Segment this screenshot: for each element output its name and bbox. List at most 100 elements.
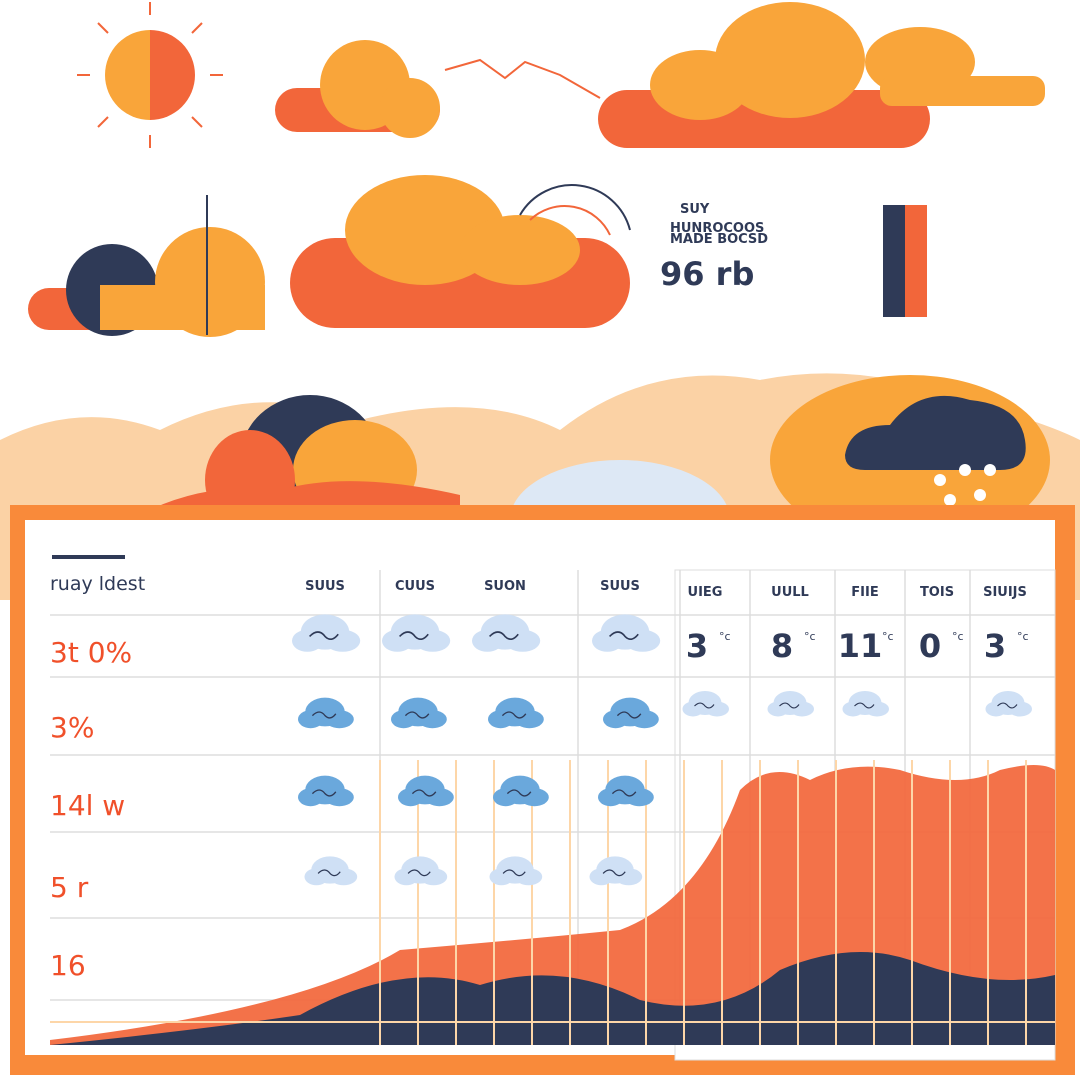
- cloud-part: [304, 868, 329, 886]
- cloud-part: [330, 868, 358, 886]
- cloud-part: [493, 788, 519, 807]
- reading-value: 0: [919, 627, 941, 665]
- column-header: SUON: [484, 579, 526, 594]
- column-header: UIEG: [688, 585, 723, 600]
- reading-value: 3: [686, 627, 708, 665]
- cloud-icon: [398, 775, 454, 807]
- cloud-part: [298, 788, 324, 807]
- cloud-part: [589, 868, 614, 886]
- cloud-icon: [598, 775, 654, 807]
- cloud-part: [292, 629, 323, 652]
- cloud-part: [592, 629, 623, 652]
- row-label: 5 r: [50, 871, 89, 904]
- reading-unit: °c: [1017, 630, 1029, 643]
- reading-value: 3: [984, 627, 1006, 665]
- cloud-part: [515, 868, 543, 886]
- cloud-part: [489, 868, 514, 886]
- header-line: HUNROCOOS: [670, 221, 764, 236]
- cloud-squiggle: [407, 869, 431, 877]
- column-header: UULL: [771, 585, 809, 600]
- table-title: ruay ldest: [50, 573, 145, 595]
- cloud-part: [985, 701, 1007, 717]
- cloud-icon: [292, 614, 361, 652]
- cloud-part: [505, 629, 541, 652]
- column-header: CUUS: [395, 579, 435, 594]
- cloud-squiggle: [602, 869, 626, 877]
- cloud-part: [625, 629, 661, 652]
- cloud-icon: [488, 697, 544, 729]
- cloud-part: [382, 629, 413, 652]
- cloud-squiggle: [399, 631, 429, 641]
- cloud-part: [325, 710, 354, 729]
- column-header: SIUIJS: [983, 585, 1027, 600]
- header-line: MADE BOCSD: [670, 232, 768, 247]
- cloud-part: [842, 701, 864, 717]
- cloud-squiggle: [311, 789, 337, 797]
- reading-unit: °c: [882, 630, 894, 643]
- cloud-part: [398, 788, 424, 807]
- cloud-squiggle: [611, 789, 637, 797]
- reading-unit: °c: [719, 630, 731, 643]
- cloud-part: [615, 868, 643, 886]
- cloud-part: [1008, 701, 1032, 717]
- cloud-part: [420, 868, 448, 886]
- cloud-part: [865, 701, 889, 717]
- cloud-icon: [682, 691, 729, 717]
- cloud-icon: [489, 856, 543, 886]
- cloud-icon: [391, 697, 447, 729]
- cloud-squiggle: [501, 711, 527, 719]
- cloud-squiggle: [502, 869, 526, 877]
- cloud-part: [325, 629, 361, 652]
- cloud-squiggle: [854, 702, 875, 709]
- cloud-squiggle: [779, 702, 800, 709]
- cloud-part: [682, 701, 704, 717]
- cloud-part: [415, 629, 451, 652]
- reading-unit: °c: [804, 630, 816, 643]
- column-header: FIIE: [851, 585, 878, 600]
- cloud-part: [790, 701, 814, 717]
- cloud-icon: [589, 856, 643, 886]
- cloud-part: [705, 701, 729, 717]
- row-label: 3%: [50, 711, 94, 744]
- cloud-icon: [298, 775, 354, 807]
- wind-line: [444, 58, 601, 99]
- cloud-squiggle: [489, 631, 519, 641]
- cloud-top-2: [598, 2, 1045, 148]
- cloud-part: [520, 788, 549, 807]
- row-label: 16: [50, 949, 86, 982]
- cloud-top-1: [275, 40, 440, 138]
- cloud-part: [488, 710, 514, 729]
- cloud-part: [298, 710, 324, 729]
- cloud-squiggle: [694, 702, 715, 709]
- cloud-part: [630, 710, 659, 729]
- cloud-icon: [493, 775, 549, 807]
- sun: [77, 2, 223, 148]
- column-header: SUUS: [600, 579, 640, 594]
- cloud-squiggle: [317, 869, 341, 877]
- cloud-squiggle: [404, 711, 430, 719]
- cloud-squiggle: [411, 789, 437, 797]
- cloud-part: [515, 710, 544, 729]
- cloud-icon: [298, 697, 354, 729]
- reading-unit: °c: [952, 630, 964, 643]
- cloud-part: [767, 701, 789, 717]
- cloud-part: [625, 788, 654, 807]
- cloud-part: [598, 788, 624, 807]
- reading-value: 11: [838, 627, 883, 665]
- cloud-part: [391, 710, 417, 729]
- cloud-squiggle: [997, 702, 1018, 709]
- table-labels: SUUS CUUS SUON SUUS UIEG UULL FIIE TOIS SIUIJS 3t…: [50, 579, 1029, 982]
- cloud-icon: [842, 691, 889, 717]
- cloud-part: [325, 788, 354, 807]
- reading-value: 8: [771, 627, 793, 665]
- cloud-icon: [603, 697, 659, 729]
- row-label: 14l w: [50, 789, 125, 822]
- column-header: TOIS: [920, 585, 954, 600]
- cloud-icon: [394, 856, 448, 886]
- header-label: SUY: [680, 202, 710, 217]
- column-header: SUUS: [305, 579, 345, 594]
- cloud-part: [603, 710, 629, 729]
- cloud-icon: [592, 614, 661, 652]
- cloud-icon: [304, 856, 358, 886]
